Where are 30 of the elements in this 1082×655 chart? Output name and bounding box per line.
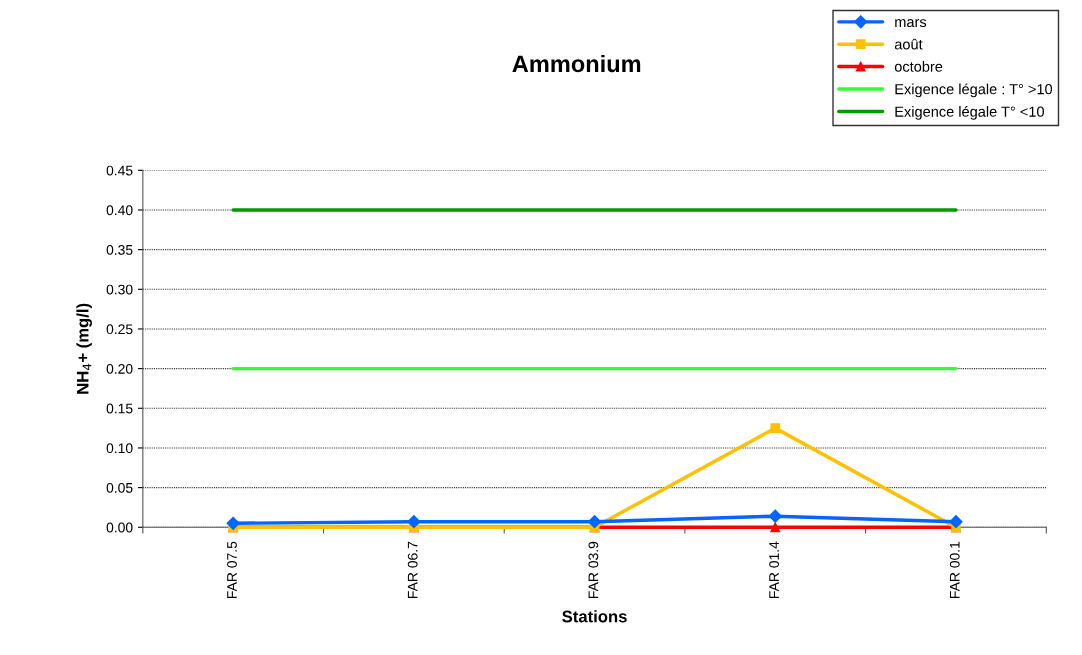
- point: [407, 515, 421, 529]
- y-tick-label: 0.30: [106, 284, 133, 295]
- legend-label: Exigence légale : T° >10: [895, 83, 1053, 98]
- x-tick-label: FAR 01.4: [769, 541, 779, 598]
- y-tick-label: 0.25: [106, 324, 133, 335]
- y-tick-label: 0.10: [106, 443, 133, 454]
- y-tick-label: 0.45: [106, 165, 133, 176]
- point: [226, 516, 240, 530]
- point: [768, 509, 782, 523]
- point: [949, 515, 963, 529]
- y-axis-title: NH$_{4}$+ (mg/l): [76, 303, 92, 394]
- y-tick-label: 0.20: [106, 363, 133, 374]
- x-tick-label: FAR 06.7: [407, 541, 418, 598]
- y-tick-label: 0.40: [106, 205, 133, 216]
- point: [770, 522, 781, 533]
- chart-title: Ammonium: [512, 54, 641, 73]
- y-tick-label: 0.15: [106, 403, 133, 414]
- x-axis-title: Stations: [562, 610, 627, 623]
- y-tick-label: 0.35: [106, 244, 133, 255]
- legend-label: août: [894, 38, 923, 50]
- y-tick-label: 0.00: [106, 522, 133, 533]
- x-tick-label: FAR 00.1: [949, 541, 960, 598]
- legend-label: mars: [895, 19, 927, 28]
- y-tick-label: 0.05: [106, 482, 133, 493]
- legend-label: Exigence légale T° <10: [895, 105, 1044, 120]
- point: [587, 515, 602, 529]
- x-tick-label: FAR 03.9: [588, 541, 599, 598]
- x-tick-label: FAR 07.5: [227, 541, 237, 598]
- point: [770, 423, 781, 433]
- legend-label: octobre: [894, 61, 943, 72]
